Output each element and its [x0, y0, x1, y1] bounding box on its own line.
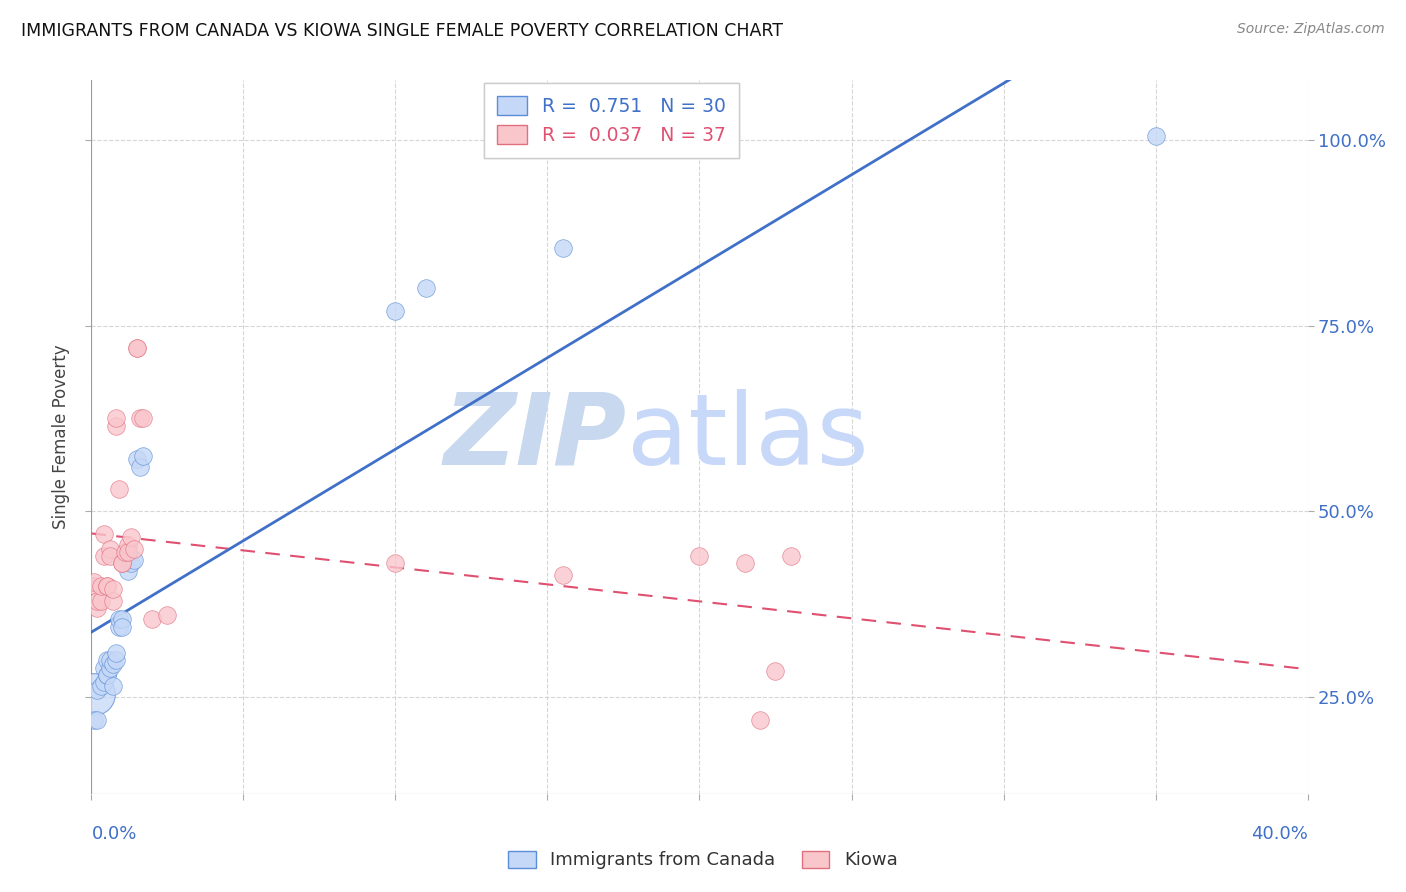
- Point: [93, 526, 115, 541]
- Point: [111, 612, 134, 626]
- Point: [384, 557, 406, 571]
- Point: [779, 549, 801, 563]
- Point: [104, 419, 127, 434]
- Point: [551, 567, 574, 582]
- Point: [1144, 129, 1167, 144]
- Point: [107, 620, 129, 634]
- Point: [96, 579, 118, 593]
- Point: [117, 549, 139, 563]
- Point: [86, 593, 108, 607]
- Point: [125, 341, 148, 355]
- Point: [415, 281, 437, 295]
- Point: [93, 675, 115, 690]
- Point: [83, 579, 105, 593]
- Legend: Immigrants from Canada, Kiowa: Immigrants from Canada, Kiowa: [499, 842, 907, 879]
- Point: [749, 713, 772, 727]
- Point: [101, 593, 124, 607]
- Point: [86, 682, 108, 697]
- Point: [96, 668, 118, 682]
- Point: [114, 545, 136, 559]
- Point: [734, 557, 756, 571]
- Point: [96, 579, 118, 593]
- Point: [120, 557, 142, 571]
- Text: Source: ZipAtlas.com: Source: ZipAtlas.com: [1237, 22, 1385, 37]
- Point: [107, 612, 129, 626]
- Text: 0.0%: 0.0%: [91, 825, 136, 843]
- Point: [86, 713, 108, 727]
- Point: [122, 541, 145, 556]
- Point: [98, 541, 121, 556]
- Point: [98, 653, 121, 667]
- Legend: R =  0.751   N = 30, R =  0.037   N = 37: R = 0.751 N = 30, R = 0.037 N = 37: [484, 83, 740, 158]
- Point: [117, 538, 139, 552]
- Point: [125, 452, 148, 467]
- Point: [83, 687, 105, 701]
- Point: [83, 713, 105, 727]
- Point: [107, 482, 129, 496]
- Point: [104, 411, 127, 425]
- Point: [96, 668, 118, 682]
- Point: [156, 608, 179, 623]
- Point: [101, 679, 124, 693]
- Point: [120, 530, 142, 544]
- Point: [141, 612, 163, 626]
- Point: [111, 557, 134, 571]
- Point: [101, 657, 124, 671]
- Text: ZIP: ZIP: [443, 389, 627, 485]
- Point: [104, 653, 127, 667]
- Point: [89, 679, 111, 693]
- Text: atlas: atlas: [627, 389, 868, 485]
- Point: [93, 660, 115, 674]
- Point: [132, 411, 155, 425]
- Point: [83, 574, 105, 589]
- Text: 40.0%: 40.0%: [1251, 825, 1308, 843]
- Point: [89, 579, 111, 593]
- Point: [117, 564, 139, 578]
- Point: [96, 653, 118, 667]
- Point: [117, 545, 139, 559]
- Point: [132, 449, 155, 463]
- Text: IMMIGRANTS FROM CANADA VS KIOWA SINGLE FEMALE POVERTY CORRELATION CHART: IMMIGRANTS FROM CANADA VS KIOWA SINGLE F…: [21, 22, 783, 40]
- Point: [86, 601, 108, 615]
- Point: [384, 303, 406, 318]
- Point: [98, 660, 121, 674]
- Point: [93, 549, 115, 563]
- Point: [104, 646, 127, 660]
- Point: [111, 557, 134, 571]
- Point: [122, 552, 145, 567]
- Point: [129, 411, 152, 425]
- Point: [765, 664, 787, 679]
- Point: [551, 240, 574, 255]
- Point: [111, 620, 134, 634]
- Y-axis label: Single Female Poverty: Single Female Poverty: [52, 345, 70, 529]
- Point: [125, 341, 148, 355]
- Point: [98, 549, 121, 563]
- Point: [688, 549, 710, 563]
- Point: [101, 582, 124, 597]
- Point: [89, 593, 111, 607]
- Point: [129, 459, 152, 474]
